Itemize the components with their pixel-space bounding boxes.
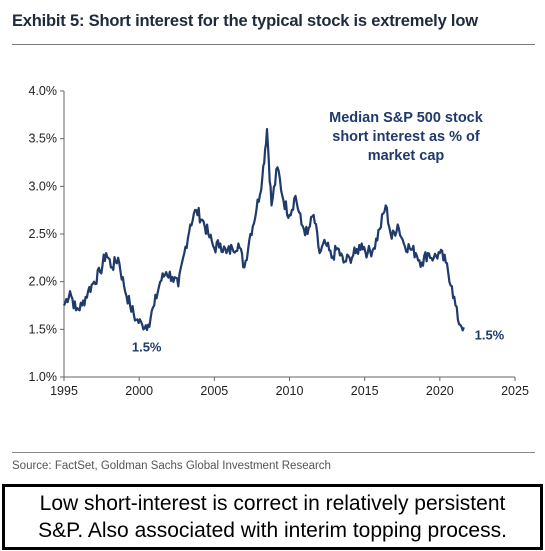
y-tick-label: 1.0% <box>29 370 58 384</box>
x-tick-label: 2025 <box>501 384 529 398</box>
data-label: 1.5% <box>132 339 162 354</box>
y-tick-label: 2.0% <box>29 275 58 289</box>
data-label: 1.5% <box>475 327 505 342</box>
x-tick-label: 1995 <box>50 384 78 398</box>
y-tick-label: 1.5% <box>29 322 58 336</box>
source-note: Source: FactSet, Goldman Sachs Global In… <box>12 460 331 472</box>
caption-box: Low short-interest is correct in relativ… <box>2 484 543 550</box>
x-tick-label: 2005 <box>200 384 228 398</box>
chart-title: Exhibit 5: Short interest for the typica… <box>12 12 478 30</box>
x-tick-label: 2020 <box>426 384 454 398</box>
source-divider <box>12 452 535 453</box>
y-tick-label: 3.5% <box>29 132 58 146</box>
y-tick-label: 4.0% <box>29 84 58 98</box>
caption-line-2: S&P. Also associated with interim toppin… <box>38 519 507 542</box>
x-tick-label: 2000 <box>125 384 153 398</box>
title-divider <box>12 44 535 45</box>
y-tick-label: 3.0% <box>29 179 58 193</box>
line-chart: 1.0% 1.5% 2.0% 2.5% 3.0% 3.5% 4.0% 1995 2000 2005… <box>29 84 529 398</box>
x-tick-label: 2015 <box>351 384 379 398</box>
x-tick-label: 2010 <box>276 384 304 398</box>
series-line <box>62 128 465 332</box>
y-tick-label: 2.5% <box>29 227 58 241</box>
caption-line-1: Low short-interest is correct in relativ… <box>39 492 506 515</box>
legend-label: market cap <box>368 148 445 164</box>
legend-label: short interest as % of <box>332 129 480 145</box>
legend-label: Median S&P 500 stock <box>329 110 484 126</box>
